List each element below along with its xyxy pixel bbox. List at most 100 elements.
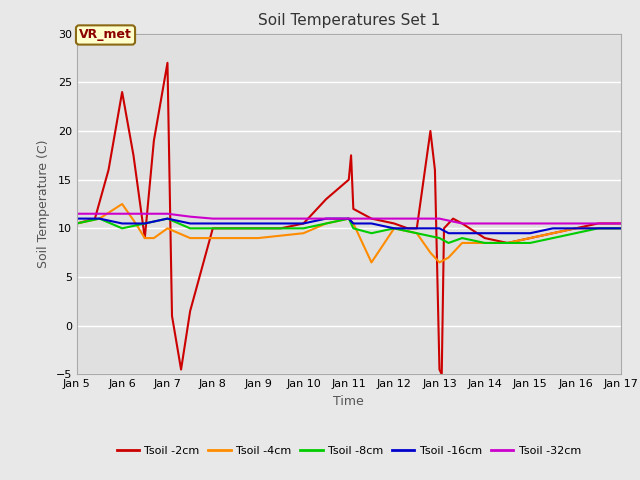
Tsoil -2cm bbox=[549, 230, 557, 236]
Tsoil -4cm bbox=[254, 235, 262, 241]
Tsoil -2cm bbox=[526, 235, 534, 241]
Tsoil -32cm bbox=[323, 216, 330, 221]
Tsoil -2cm bbox=[168, 313, 176, 319]
Tsoil -16cm bbox=[458, 230, 466, 236]
Tsoil -2cm bbox=[438, 372, 445, 377]
Tsoil -8cm bbox=[186, 226, 194, 231]
Tsoil -4cm bbox=[390, 226, 398, 231]
Tsoil -2cm bbox=[91, 216, 99, 221]
Tsoil -4cm bbox=[95, 216, 103, 221]
Tsoil -2cm bbox=[177, 367, 185, 372]
Tsoil -8cm bbox=[390, 226, 398, 231]
Tsoil -2cm bbox=[300, 221, 307, 227]
Tsoil -2cm bbox=[118, 89, 126, 95]
Tsoil -4cm bbox=[367, 260, 375, 265]
Tsoil -16cm bbox=[413, 226, 420, 231]
Tsoil -2cm bbox=[617, 221, 625, 227]
Tsoil -8cm bbox=[572, 230, 579, 236]
Tsoil -32cm bbox=[73, 211, 81, 216]
Line: Tsoil -32cm: Tsoil -32cm bbox=[77, 214, 621, 224]
Tsoil -2cm bbox=[349, 206, 357, 212]
Tsoil -8cm bbox=[526, 240, 534, 246]
Tsoil -8cm bbox=[481, 240, 489, 246]
Tsoil -16cm bbox=[549, 226, 557, 231]
Tsoil -8cm bbox=[549, 235, 557, 241]
Tsoil -2cm bbox=[367, 216, 375, 221]
Tsoil -2cm bbox=[458, 221, 466, 227]
Tsoil -4cm bbox=[132, 221, 140, 227]
Tsoil -4cm bbox=[413, 230, 420, 236]
Tsoil -16cm bbox=[254, 221, 262, 227]
Tsoil -2cm bbox=[481, 235, 489, 241]
Tsoil -2cm bbox=[426, 128, 434, 134]
Tsoil -32cm bbox=[413, 216, 420, 221]
Tsoil -8cm bbox=[164, 216, 172, 221]
Tsoil -8cm bbox=[436, 235, 444, 241]
Tsoil -4cm bbox=[164, 226, 172, 231]
Tsoil -2cm bbox=[232, 226, 239, 231]
Tsoil -4cm bbox=[436, 260, 444, 265]
Tsoil -8cm bbox=[413, 230, 420, 236]
Line: Tsoil -4cm: Tsoil -4cm bbox=[77, 204, 621, 263]
Text: VR_met: VR_met bbox=[79, 28, 132, 41]
Tsoil -32cm bbox=[595, 221, 602, 227]
Tsoil -32cm bbox=[254, 216, 262, 221]
Tsoil -32cm bbox=[300, 216, 307, 221]
Tsoil -16cm bbox=[436, 226, 444, 231]
Tsoil -2cm bbox=[595, 221, 602, 227]
Tsoil -2cm bbox=[390, 221, 398, 227]
Tsoil -2cm bbox=[404, 226, 412, 231]
Tsoil -2cm bbox=[141, 235, 148, 241]
Tsoil -4cm bbox=[458, 240, 466, 246]
Tsoil -16cm bbox=[504, 230, 511, 236]
Tsoil -4cm bbox=[595, 226, 602, 231]
Tsoil -8cm bbox=[345, 216, 353, 221]
Tsoil -16cm bbox=[349, 221, 357, 227]
Tsoil -32cm bbox=[481, 221, 489, 227]
Line: Tsoil -16cm: Tsoil -16cm bbox=[77, 218, 621, 233]
Tsoil -4cm bbox=[549, 230, 557, 236]
Tsoil -4cm bbox=[572, 226, 579, 231]
Tsoil -2cm bbox=[345, 177, 353, 182]
Tsoil -2cm bbox=[436, 367, 444, 372]
Tsoil -16cm bbox=[526, 230, 534, 236]
Tsoil -32cm bbox=[390, 216, 398, 221]
Tsoil -2cm bbox=[504, 240, 511, 246]
Tsoil -32cm bbox=[617, 221, 625, 227]
Tsoil -4cm bbox=[141, 235, 148, 241]
Tsoil -32cm bbox=[458, 221, 466, 227]
Tsoil -32cm bbox=[436, 216, 444, 221]
Tsoil -32cm bbox=[526, 221, 534, 227]
Tsoil -32cm bbox=[209, 216, 216, 221]
Tsoil -2cm bbox=[449, 216, 457, 221]
Tsoil -8cm bbox=[595, 226, 602, 231]
Tsoil -32cm bbox=[549, 221, 557, 227]
Tsoil -2cm bbox=[130, 153, 138, 158]
Tsoil -16cm bbox=[118, 221, 126, 227]
Tsoil -16cm bbox=[345, 216, 353, 221]
Tsoil -16cm bbox=[367, 221, 375, 227]
Tsoil -16cm bbox=[481, 230, 489, 236]
Tsoil -2cm bbox=[186, 308, 194, 314]
Tsoil -16cm bbox=[617, 226, 625, 231]
Tsoil -8cm bbox=[445, 240, 452, 246]
Tsoil -32cm bbox=[186, 214, 194, 219]
Tsoil -16cm bbox=[141, 221, 148, 227]
Tsoil -4cm bbox=[526, 235, 534, 241]
Tsoil -16cm bbox=[95, 216, 103, 221]
Tsoil -4cm bbox=[349, 221, 357, 227]
Tsoil -16cm bbox=[164, 216, 172, 221]
Tsoil -8cm bbox=[95, 216, 103, 221]
Tsoil -2cm bbox=[254, 226, 262, 231]
Tsoil -16cm bbox=[595, 226, 602, 231]
Tsoil -16cm bbox=[300, 221, 307, 227]
Tsoil -4cm bbox=[186, 235, 194, 241]
Tsoil -2cm bbox=[323, 196, 330, 202]
Tsoil -8cm bbox=[73, 221, 81, 227]
Tsoil -4cm bbox=[504, 240, 511, 246]
Tsoil -32cm bbox=[95, 211, 103, 216]
Tsoil -8cm bbox=[209, 226, 216, 231]
Tsoil -16cm bbox=[572, 226, 579, 231]
Legend: Tsoil -2cm, Tsoil -4cm, Tsoil -8cm, Tsoil -16cm, Tsoil -32cm: Tsoil -2cm, Tsoil -4cm, Tsoil -8cm, Tsoi… bbox=[112, 441, 586, 460]
Tsoil -2cm bbox=[73, 221, 81, 227]
